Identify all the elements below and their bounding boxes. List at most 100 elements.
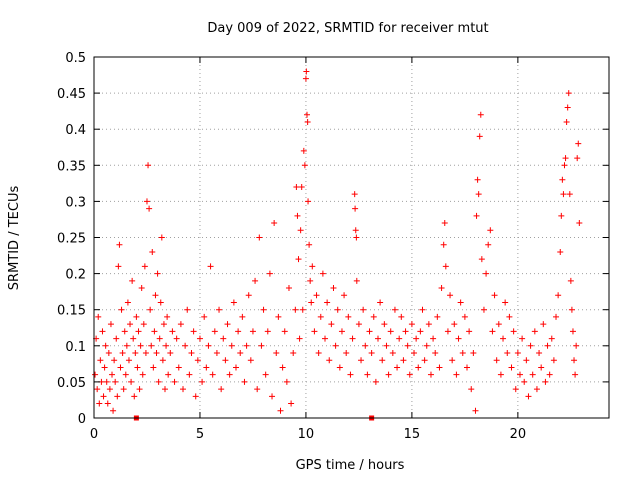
data-point	[116, 241, 123, 248]
data-point	[495, 321, 502, 328]
data-point	[540, 321, 547, 328]
data-point	[97, 357, 104, 364]
y-tick-label: 0.25	[57, 232, 86, 247]
data-point	[475, 191, 482, 198]
data-point	[266, 270, 273, 277]
y-axis-label: SRMTID / TECUs	[7, 186, 22, 291]
y-tick-label: 0	[78, 412, 86, 427]
data-point	[133, 313, 140, 320]
data-point	[300, 147, 307, 154]
data-point	[474, 176, 481, 183]
data-point	[152, 292, 159, 299]
data-point	[120, 386, 127, 393]
x-tick-label: 5	[196, 427, 204, 442]
data-point	[104, 400, 111, 407]
data-point	[560, 191, 567, 198]
data-point	[128, 378, 135, 385]
data-point	[302, 75, 309, 82]
data-point	[110, 407, 117, 414]
data-point	[313, 292, 320, 299]
data-point	[514, 350, 521, 357]
data-point	[523, 357, 530, 364]
data-point	[319, 270, 326, 277]
data-point	[156, 335, 163, 342]
data-point	[353, 234, 360, 241]
x-tick-label: 10	[298, 427, 315, 442]
data-point	[432, 350, 439, 357]
data-point	[351, 191, 358, 198]
data-point	[207, 263, 214, 270]
data-point	[122, 371, 129, 378]
data-point	[555, 292, 562, 299]
data-point	[521, 378, 528, 385]
data-point	[396, 335, 403, 342]
data-point	[102, 342, 109, 349]
data-point	[441, 220, 448, 227]
data-point	[512, 386, 519, 393]
data-point	[516, 371, 523, 378]
data-point	[347, 371, 354, 378]
data-point	[213, 350, 220, 357]
data-point	[472, 407, 479, 414]
data-point	[358, 357, 365, 364]
data-point	[262, 371, 269, 378]
data-point	[352, 227, 359, 234]
data-point	[147, 306, 154, 313]
data-point	[510, 328, 517, 335]
data-point	[115, 263, 122, 270]
data-point	[260, 306, 267, 313]
data-point	[459, 350, 466, 357]
data-point	[430, 335, 437, 342]
data-point	[163, 342, 170, 349]
y-tick-label: 0.05	[57, 376, 86, 391]
data-point	[500, 335, 507, 342]
data-point	[175, 364, 182, 371]
data-point	[562, 155, 569, 162]
data-point	[336, 364, 343, 371]
data-point	[131, 393, 138, 400]
data-point	[461, 313, 468, 320]
data-point	[398, 313, 405, 320]
data-point	[137, 342, 144, 349]
data-point	[377, 299, 384, 306]
chart-title: Day 009 of 2022, SRMTID for receiver mtu…	[207, 21, 488, 36]
data-point	[473, 212, 480, 219]
data-point	[480, 306, 487, 313]
data-point	[100, 393, 107, 400]
data-point	[203, 364, 210, 371]
data-point	[317, 313, 324, 320]
data-point	[489, 328, 496, 335]
data-point	[194, 357, 201, 364]
data-point	[138, 285, 145, 292]
data-point	[345, 313, 352, 320]
data-point	[370, 313, 377, 320]
data-point	[288, 400, 295, 407]
data-point	[269, 393, 276, 400]
data-point	[184, 306, 191, 313]
data-point	[292, 306, 299, 313]
data-point	[561, 162, 568, 169]
data-point	[155, 378, 162, 385]
data-point	[502, 299, 509, 306]
data-point	[228, 342, 235, 349]
data-point	[338, 328, 345, 335]
data-point	[427, 371, 434, 378]
data-point	[106, 386, 113, 393]
data-point	[298, 183, 305, 190]
data-point	[457, 299, 464, 306]
data-point	[455, 335, 462, 342]
data-point	[546, 371, 553, 378]
data-point	[283, 378, 290, 385]
data-point	[136, 386, 143, 393]
data-point	[165, 371, 172, 378]
data-point	[130, 335, 137, 342]
data-point	[305, 198, 312, 205]
data-point	[550, 357, 557, 364]
data-point	[315, 350, 322, 357]
data-point	[477, 111, 484, 118]
data-point	[226, 371, 233, 378]
data-point	[381, 321, 388, 328]
data-point	[235, 328, 242, 335]
data-point	[173, 335, 180, 342]
data-point	[391, 306, 398, 313]
